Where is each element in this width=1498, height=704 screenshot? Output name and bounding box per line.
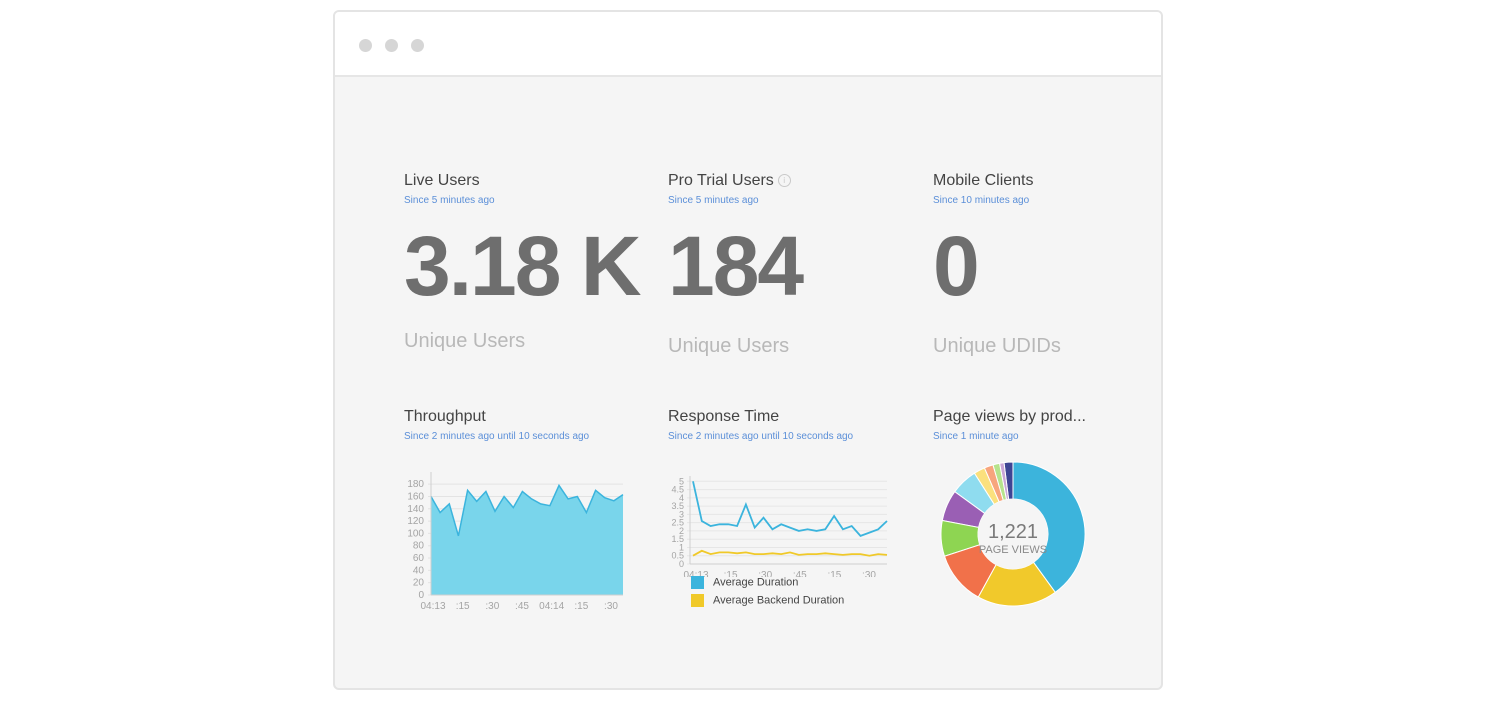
y-tick-label: 3 bbox=[679, 509, 684, 519]
y-tick-label: 180 bbox=[407, 479, 424, 490]
y-tick-label: 0 bbox=[418, 590, 424, 601]
widget-mobile-clients[interactable]: Mobile Clients Since 10 minutes ago 0 Un… bbox=[933, 172, 1061, 358]
y-tick-label: 1.5 bbox=[671, 534, 684, 544]
x-tick-label: 04:13 bbox=[683, 570, 708, 577]
metric-unit: Unique Users bbox=[668, 335, 790, 357]
y-tick-label: 0.5 bbox=[671, 551, 684, 561]
widget-subtitle: Since 5 minutes ago bbox=[404, 195, 495, 206]
x-tick-label: :45 bbox=[515, 601, 529, 612]
widget-title: Live Users bbox=[404, 172, 480, 189]
window-close-dot[interactable] bbox=[359, 39, 372, 52]
x-tick-label: :15 bbox=[456, 601, 470, 612]
widget-title: Throughput bbox=[404, 408, 486, 425]
widget-response-time[interactable]: Response Time Since 2 minutes ago until … bbox=[668, 408, 853, 442]
legend-label: Average Duration bbox=[713, 576, 799, 589]
x-tick-label: :30 bbox=[485, 601, 499, 612]
widget-page-views[interactable]: Page views by prod... Since 1 minute ago bbox=[933, 408, 1086, 442]
donut-center-label: PAGE VIEWS bbox=[979, 544, 1047, 556]
y-tick-label: 140 bbox=[407, 504, 424, 515]
metric-value: 184 bbox=[668, 219, 804, 313]
y-tick-label: 20 bbox=[413, 578, 425, 589]
legend-label: Average Backend Duration bbox=[713, 594, 845, 607]
widget-subtitle: Since 1 minute ago bbox=[933, 431, 1019, 442]
x-tick-label: :45 bbox=[793, 570, 807, 577]
x-tick-label: :30 bbox=[862, 570, 876, 577]
donut-hole bbox=[978, 499, 1048, 569]
widget-subtitle: Since 5 minutes ago bbox=[668, 195, 759, 206]
y-tick-label: 2.5 bbox=[671, 518, 684, 528]
y-tick-label: 80 bbox=[413, 541, 425, 552]
y-tick-label: 120 bbox=[407, 516, 424, 527]
widget-pro-trial-users[interactable]: Pro Trial Users i Since 5 minutes ago 184… bbox=[668, 172, 804, 358]
legend-item-average-backend-duration[interactable]: Average Backend Duration bbox=[691, 594, 844, 607]
widget-throughput[interactable]: Throughput Since 2 minutes ago until 10 … bbox=[404, 408, 589, 442]
y-tick-label: 4 bbox=[679, 493, 684, 503]
widget-title: Pro Trial Users i bbox=[668, 172, 802, 190]
legend-swatch bbox=[691, 594, 704, 607]
widget-title: Mobile Clients bbox=[933, 172, 1034, 189]
throughput-area bbox=[431, 485, 623, 595]
y-tick-label: 1 bbox=[679, 542, 684, 552]
throughput-line bbox=[430, 483, 624, 537]
widget-title: Page views by prod... bbox=[933, 408, 1086, 425]
metric-unit: Unique Users bbox=[404, 330, 526, 352]
widget-subtitle: Since 2 minutes ago until 10 seconds ago bbox=[668, 431, 854, 442]
window-maximize-dot[interactable] bbox=[411, 39, 424, 52]
donut-center-value: 1,221 bbox=[988, 521, 1038, 543]
metric-value: 0 bbox=[933, 219, 980, 313]
x-tick-label: :30 bbox=[604, 601, 618, 612]
widget-title: Response Time bbox=[668, 408, 780, 425]
x-tick-label: :15 bbox=[827, 570, 841, 577]
y-tick-label: 160 bbox=[407, 491, 424, 502]
metric-value: 3.18 K bbox=[404, 219, 641, 313]
y-tick-label: 4.5 bbox=[671, 485, 684, 495]
browser-window: Live Users Since 5 minutes ago 3.18 K Un… bbox=[333, 10, 1163, 690]
x-tick-label: :15 bbox=[574, 601, 588, 612]
widget-subtitle: Since 10 minutes ago bbox=[933, 195, 1030, 206]
y-tick-label: 2 bbox=[679, 526, 684, 536]
response-time-chart[interactable]: 00.511.522.533.544.55 04:13 :15 :30 :45 :15 :3… bbox=[663, 462, 893, 577]
y-tick-label: 100 bbox=[407, 528, 424, 539]
widget-subtitle: Since 2 minutes ago until 10 seconds ago bbox=[404, 431, 590, 442]
page-views-donut-chart[interactable]: 1,221 PAGE VIEWS bbox=[938, 459, 1088, 609]
y-tick-label: 3.5 bbox=[671, 501, 684, 511]
y-tick-label: 40 bbox=[413, 565, 425, 576]
widget-live-users[interactable]: Live Users Since 5 minutes ago 3.18 K Un… bbox=[404, 172, 641, 353]
x-tick-label: :15 bbox=[724, 570, 738, 577]
average-backend-duration-line bbox=[692, 549, 888, 557]
window-titlebar bbox=[335, 12, 1161, 77]
legend-swatch bbox=[691, 576, 704, 589]
legend-item-average-duration[interactable]: Average Duration bbox=[691, 576, 798, 589]
info-icon[interactable]: i bbox=[777, 174, 791, 188]
average-duration-line bbox=[692, 481, 888, 537]
window-minimize-dot[interactable] bbox=[385, 39, 398, 52]
y-tick-label: 0 bbox=[679, 559, 684, 569]
metric-unit: Unique UDIDs bbox=[933, 335, 1061, 357]
x-tick-label: 04:13 bbox=[420, 601, 445, 612]
widget-title-text: Pro Trial Users bbox=[668, 172, 774, 189]
y-tick-label: 5 bbox=[679, 476, 684, 486]
x-tick-label: 04:14 bbox=[539, 601, 564, 612]
x-tick-label: :30 bbox=[758, 570, 772, 577]
y-tick-label: 60 bbox=[413, 553, 425, 564]
